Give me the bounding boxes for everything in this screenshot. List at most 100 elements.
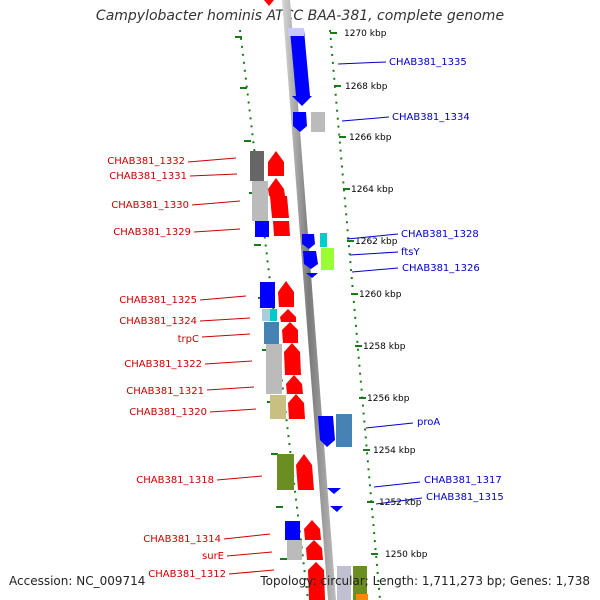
leader-line: [201, 333, 251, 338]
gene-block-bottom-orange: [356, 594, 368, 600]
scale-label: 1262 kbp: [355, 237, 398, 247]
leader-line: [191, 200, 241, 206]
leader-line: [189, 173, 238, 177]
gene-arrow-chab381-1335: [290, 30, 312, 106]
gene-block-chab381-1325: [260, 282, 275, 308]
gene-block-sure: [287, 540, 302, 560]
leader-line: [341, 116, 390, 122]
gene-block-chab381-1330: [252, 181, 268, 221]
leader-line: [351, 267, 399, 273]
leader-line: [349, 251, 399, 256]
gene-arrow-proa: [318, 416, 335, 447]
gene-arrow-chab381-1320: [288, 394, 305, 419]
gene-label-proa: proA: [417, 417, 440, 428]
leader-line: [216, 475, 263, 481]
scale-label: 1252 kbp: [379, 498, 422, 508]
leader-line: [346, 233, 399, 240]
scale-label: 1270 kbp: [344, 29, 387, 39]
genome-summary: Topology: circular; Length: 1,711,273 bp…: [260, 574, 590, 588]
forward-gene-labels: CHAB381_1332 CHAB381_1331 CHAB381_1330 C…: [107, 156, 275, 580]
reverse-gene-labels: CHAB381_1335 CHAB381_1334 CHAB381_1328 f…: [337, 57, 504, 505]
gene-label-chab381-1335: CHAB381_1335: [389, 57, 467, 68]
gene-label-chab381-1314: CHAB381_1314: [143, 534, 221, 545]
leader-line: [193, 228, 241, 233]
gene-arrow-chab381-1325: [278, 281, 294, 307]
gene-label-chab381-1330: CHAB381_1330: [111, 200, 189, 211]
right-scale-guide: [329, 29, 381, 600]
scale-label: 1250 kbp: [385, 550, 428, 560]
gene-label-chab381-1332: CHAB381_1332: [107, 156, 185, 167]
gene-label-chab381-1326: CHAB381_1326: [402, 263, 480, 274]
gene-label-chab381-1329: CHAB381_1329: [113, 227, 191, 238]
gene-label-chab381-1328: CHAB381_1328: [401, 229, 479, 240]
top-feature-marker: [264, 0, 274, 6]
leader-line: [199, 295, 247, 301]
gene-arrow-chab381-1328: [302, 234, 315, 249]
gene-block-lime: [321, 248, 334, 270]
leader-line: [223, 533, 271, 540]
gene-arrow-chab381-1329: [273, 221, 290, 236]
gene-block-gray: [311, 112, 325, 132]
scale-label: 1268 kbp: [345, 82, 388, 92]
gene-label-chab381-1317: CHAB381_1317: [424, 475, 502, 486]
gene-arrow-sure: [306, 540, 323, 560]
gene-arrow-chab381-1314: [304, 520, 321, 540]
scale-label: 1264 kbp: [351, 185, 394, 195]
gene-arrow-chab381-1324: [280, 309, 296, 322]
gene-block-chab381-1322: [266, 344, 282, 394]
gene-block-bottom-olive: [353, 566, 367, 600]
gene-block-chab381-1314: [285, 521, 300, 540]
gene-label-chab381-1312: CHAB381_1312: [148, 569, 226, 580]
gene-arrow-chab381-1312: [308, 562, 325, 600]
gene-arrow-chab381-1332: [268, 151, 284, 176]
gene-block-trpc: [264, 322, 279, 344]
gene-label-chab381-1334: CHAB381_1334: [392, 112, 470, 123]
scale-label: 1260 kbp: [359, 290, 402, 300]
gene-block-cyan2: [270, 309, 277, 321]
scale-label: 1256 kbp: [367, 394, 410, 404]
gene-block-cyan: [320, 233, 327, 247]
gene-label-chab381-1325: CHAB381_1325: [119, 295, 197, 306]
gene-block-light: [288, 28, 304, 36]
gene-arrow-chab381-1330: [270, 196, 289, 218]
gene-arrow-ftsy: [303, 251, 318, 269]
leader-line: [187, 157, 237, 163]
gene-label-chab381-1318: CHAB381_1318: [136, 475, 214, 486]
gene-block-bottom-gray: [337, 566, 351, 600]
gene-label-trpc: trpC: [178, 334, 199, 345]
gene-label-chab381-1322: CHAB381_1322: [124, 359, 202, 370]
gene-block-chab381-1329: [255, 221, 269, 237]
leader-line: [375, 497, 423, 505]
gene-label-chab381-1320: CHAB381_1320: [129, 407, 207, 418]
gene-arrow-trpc: [282, 322, 298, 343]
gene-label-chab381-1315: CHAB381_1315: [426, 492, 504, 503]
leader-line: [226, 551, 273, 557]
leader-line: [365, 422, 414, 429]
gene-arrow-chab381-1331: [268, 178, 285, 196]
accession-label: Accession: NC_009714: [9, 574, 146, 588]
leader-line: [228, 569, 275, 575]
leader-line: [373, 481, 421, 488]
gene-block-steel: [336, 414, 352, 447]
gene-block-chab381-1324: [262, 309, 270, 321]
gene-arrow-chab381-1334: [293, 112, 307, 132]
gene-label-chab381-1321: CHAB381_1321: [126, 386, 204, 397]
leader-line: [199, 317, 251, 322]
gene-label-chab381-1324: CHAB381_1324: [119, 316, 197, 327]
map-title: Campylobacter hominis ATCC BAA-381, comp…: [95, 8, 505, 24]
gene-arrow-chab381-1315: [330, 506, 343, 512]
gene-arrow-chab381-1322: [284, 343, 301, 375]
gene-arrow-chab381-1321: [286, 375, 303, 394]
leader-line: [204, 360, 253, 365]
scale-labels: 1270 kbp 1268 kbp 1266 kbp 1264 kbp 1262…: [344, 29, 428, 560]
scale-label: 1266 kbp: [349, 133, 392, 143]
leader-line: [206, 386, 255, 391]
gene-block-chab381-1332: [250, 151, 264, 181]
scale-label: 1254 kbp: [373, 446, 416, 456]
reverse-strand-features: [288, 28, 368, 600]
gene-arrow-chab381-1318: [296, 454, 314, 490]
gene-label-chab381-1331: CHAB381_1331: [109, 171, 187, 182]
gene-block-chab381-1320: [270, 395, 286, 419]
